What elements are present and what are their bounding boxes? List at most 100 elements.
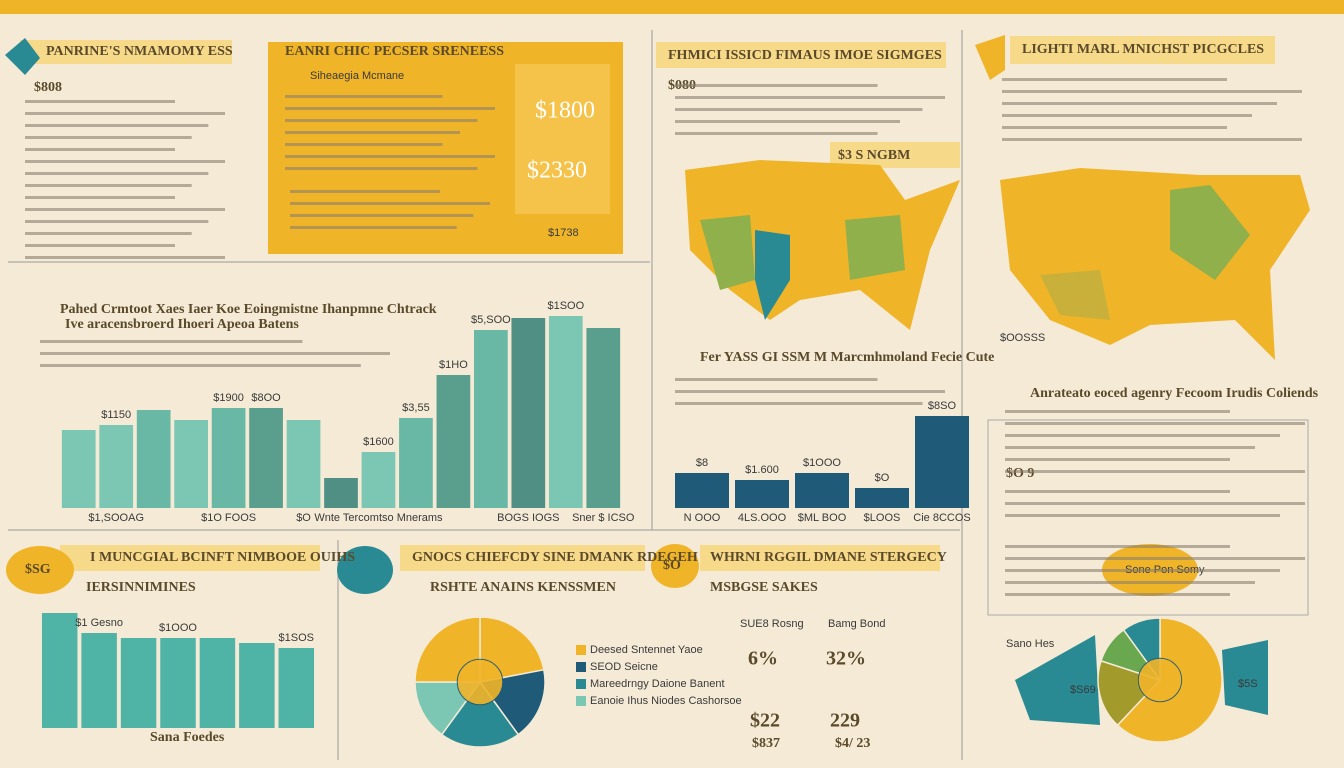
- text-line: [25, 112, 225, 115]
- text-line: [25, 256, 225, 259]
- text-line: [1005, 446, 1255, 449]
- annotation: $1600: [363, 436, 394, 448]
- text-line: [675, 132, 878, 135]
- panel-subtitle: RSHTE ANAINS KENSSMEN: [430, 580, 616, 595]
- annotation: $1900: [213, 392, 244, 404]
- bar: [174, 420, 208, 508]
- bar: [211, 408, 246, 508]
- pie-center: [1137, 657, 1183, 703]
- annotation: $8: [696, 457, 708, 469]
- figure: $O 9: [1006, 466, 1034, 481]
- icon: [337, 546, 393, 594]
- bar: [136, 410, 171, 508]
- text-line: [675, 108, 923, 111]
- bar: [399, 418, 433, 508]
- x-tick-label: $ML BOO: [798, 512, 847, 524]
- badge: [651, 544, 699, 588]
- annotation: $O: [875, 472, 890, 484]
- text-line: [1005, 490, 1230, 493]
- text-line: [1005, 569, 1280, 572]
- map-region: [1170, 185, 1250, 280]
- legend-swatch: [576, 662, 586, 672]
- label-band: [830, 142, 960, 168]
- annotation: $5,SOO: [471, 314, 511, 326]
- annotation: $8OO: [251, 392, 281, 404]
- text-line: [25, 196, 175, 199]
- stat: $4/ 23: [835, 736, 870, 751]
- bar: [81, 633, 117, 728]
- x-tick-label: Sner $ ICSO: [572, 512, 635, 524]
- bar: [120, 638, 157, 728]
- panel-subtitle: IERSINNIMINES: [86, 580, 196, 595]
- x-tick-label: $O: [296, 512, 311, 524]
- x-tick-label: Cie 8CCOS: [913, 512, 970, 524]
- text-line: [1005, 593, 1230, 596]
- text-line: [1005, 422, 1305, 425]
- shape: [1015, 635, 1100, 725]
- bar: [795, 473, 849, 508]
- annotation: $1OOO: [803, 457, 841, 469]
- legend-label: SEOD Seicne: [590, 661, 658, 673]
- bar: [855, 488, 909, 508]
- bar: [99, 425, 134, 508]
- label-band: [700, 545, 940, 571]
- text-line: [25, 184, 192, 187]
- label-band: [20, 40, 232, 64]
- bar: [511, 318, 546, 508]
- map-region: [1040, 270, 1110, 320]
- notes-heading: Anrateato eoced agenry Fecoom Irudis Col…: [1030, 386, 1319, 401]
- card-title: EANRI CHIC PECSER SRENEESS: [285, 44, 504, 59]
- bar: [915, 416, 969, 508]
- bar: [586, 328, 621, 508]
- text-line: [290, 226, 457, 229]
- top-strip: [0, 0, 1344, 14]
- chart-title: Sana Foedes: [150, 730, 225, 745]
- stat: $837: [752, 736, 780, 751]
- text-line: [285, 143, 443, 146]
- text-line: [25, 244, 175, 247]
- annotation: $1SOO: [547, 300, 584, 312]
- card-subtitle: Siheaegia Mcmane: [310, 70, 404, 82]
- card-foot: $1738: [548, 227, 579, 239]
- panel-title: FHMICI ISSICD FIMAUS IMOE SIGMGES: [668, 48, 942, 63]
- text-line: [285, 119, 478, 122]
- bar: [286, 420, 321, 508]
- x-tick-label: N OOO: [684, 512, 721, 524]
- text-line: [675, 96, 945, 99]
- map: [685, 160, 960, 330]
- text-line: [675, 378, 878, 381]
- text-line: [1002, 102, 1277, 105]
- panel-title: LIGHTI MARL MNICHST PICGCLES: [1022, 42, 1264, 57]
- bar: [199, 638, 236, 728]
- text-line: [40, 364, 361, 367]
- text-line: [1005, 470, 1305, 473]
- icon: [975, 35, 1005, 80]
- annotation: $1.600: [745, 464, 779, 476]
- badge-text: $O: [663, 558, 681, 573]
- bar: [160, 638, 196, 728]
- label-band: [400, 545, 645, 571]
- panel-title: GNOCS CHIEFCDY SINE DMANK RDEGEH: [412, 550, 698, 565]
- stat-label: SUE8 Rosng: [740, 618, 804, 630]
- shape: [1222, 640, 1268, 715]
- bar: [249, 408, 283, 508]
- stat-label: Bamg Bond: [828, 618, 885, 630]
- annotation: $1HO: [439, 359, 468, 371]
- bar: [548, 316, 583, 508]
- map-region: [755, 230, 790, 320]
- legend-label: Eanoie Ihus Niodes Cashorsoe: [590, 695, 742, 707]
- text-line: [675, 402, 923, 405]
- text-line: [25, 136, 192, 139]
- text-line: [285, 155, 495, 158]
- x-tick-label: BOGS IOGS: [497, 512, 559, 524]
- text-line: [290, 202, 490, 205]
- layout: [5, 30, 1310, 760]
- badge: [6, 546, 74, 594]
- notes-frame: [987, 419, 1309, 616]
- bar: [361, 452, 396, 508]
- map-region: [700, 215, 755, 290]
- text-line: [1005, 458, 1230, 461]
- text-line: [675, 390, 945, 393]
- label-band: [1010, 36, 1275, 64]
- pie-label: $S69: [1070, 684, 1096, 696]
